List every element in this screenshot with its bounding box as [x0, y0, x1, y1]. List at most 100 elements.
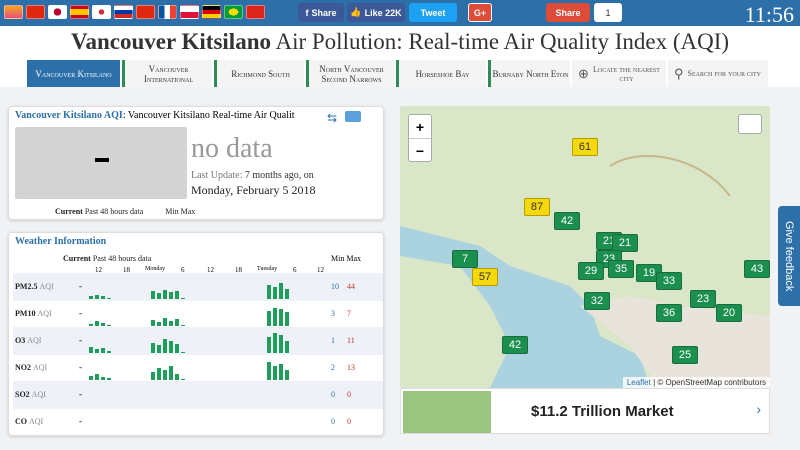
flag-icon[interactable] [158, 5, 177, 19]
flag-icon[interactable] [202, 5, 221, 19]
chart-bar [169, 341, 173, 353]
row-min: 3 [331, 309, 335, 318]
google-plus-button[interactable]: G+ [468, 3, 492, 22]
nav-tab-vancouver-international[interactable]: Vancouver International [122, 60, 212, 87]
zoom-out-button[interactable]: − [415, 143, 425, 159]
clock: 11:56 [744, 2, 794, 27]
ad-image [403, 391, 491, 433]
aqi-marker[interactable]: 57 [472, 268, 498, 286]
chart-bar [89, 324, 93, 326]
window-icon[interactable] [345, 111, 361, 122]
chart-bar [107, 351, 111, 353]
station-aqi-link[interactable]: Vancouver Kitsilano AQI [15, 110, 123, 121]
aqi-marker[interactable]: 43 [744, 260, 770, 278]
flag-icon[interactable] [136, 5, 155, 19]
feedback-button[interactable]: Give feedback [778, 206, 800, 306]
ad-text: $11.2 Trillion Market [531, 403, 674, 420]
advertisement[interactable]: $11.2 Trillion Market › [400, 388, 770, 434]
nav-tab-horseshoe-bay[interactable]: Horseshoe Bay [396, 60, 486, 87]
facebook-share-button[interactable]: f Share [298, 3, 344, 22]
facebook-like-button[interactable]: 👍 Like 22K [347, 3, 405, 22]
chart-bar [163, 370, 167, 380]
aqi-marker[interactable]: 87 [524, 198, 550, 216]
chart-bar [89, 296, 93, 299]
weather-header: Current Past 48 hours data [63, 254, 152, 263]
flag-icon[interactable] [26, 5, 45, 19]
weather-rows: PM2.5 AQI -10 44 PM10 AQI -3 7 O3 AQI -1 11 NO2 A… [13, 273, 383, 437]
aqi-marker[interactable]: 35 [608, 260, 634, 278]
aqi-marker[interactable]: 23 [690, 290, 716, 308]
update-date: Monday, February 5 2018 [191, 183, 316, 197]
flag-icon[interactable] [246, 5, 265, 19]
chart-bar [107, 378, 111, 380]
chart-bar [107, 298, 111, 299]
search-city-button[interactable]: ⚲ Search for your city [668, 60, 768, 87]
aqi-marker[interactable]: 20 [716, 304, 742, 322]
flag-icon[interactable] [180, 5, 199, 19]
nav-tab-vancouver-kitsilano[interactable]: Vancouver Kitsilano [24, 60, 120, 87]
chart-bar [107, 325, 111, 326]
nav-tab-richmond-south[interactable]: Richmond South [214, 60, 304, 87]
chart-bar [89, 376, 93, 380]
chart-bar [157, 293, 161, 299]
flag-icon[interactable] [92, 5, 111, 19]
flag-icon[interactable] [224, 5, 243, 19]
weather-row-pm2.5: PM2.5 AQI - 10 44 [13, 273, 383, 301]
row-chart [89, 385, 325, 407]
leaflet-link[interactable]: Leaflet [626, 378, 651, 387]
chart-bar [163, 318, 167, 326]
row-min: 2 [331, 363, 335, 372]
flag-icon[interactable] [48, 5, 67, 19]
layers-icon[interactable] [738, 114, 762, 134]
chart-bar [267, 337, 271, 353]
chart-bar [273, 287, 277, 299]
row-min: 0 [331, 390, 335, 399]
aqi-marker[interactable]: 32 [584, 292, 610, 310]
chart-bar [267, 362, 271, 380]
chart-bar [95, 295, 99, 299]
chart-bar [151, 320, 155, 326]
station-nav: Vancouver Kitsilano Vancouver Internatio… [0, 60, 800, 87]
chart-bar [273, 308, 277, 326]
flag-icon[interactable] [70, 5, 89, 19]
share-icon[interactable]: ⇆ [327, 111, 338, 125]
locate-button[interactable]: ⊕ Locate the nearest city [572, 60, 666, 87]
time-axis: 12 18 Monday 6 12 18 Tuesday 6 12 [95, 266, 324, 274]
aqi-marker[interactable]: 7 [452, 250, 478, 268]
row-max: 44 [347, 282, 355, 291]
aqi-panel: Vancouver Kitsilano AQI: Vancouver Kitsi… [8, 106, 384, 220]
share-count: 1 [594, 3, 622, 22]
chart-bar [95, 349, 99, 353]
aqi-marker[interactable]: 29 [578, 262, 604, 280]
row-chart [89, 277, 325, 299]
aqi-marker[interactable]: 36 [656, 304, 682, 322]
row-chart [89, 331, 325, 353]
share-button[interactable]: Share [546, 3, 590, 22]
chevron-right-icon[interactable]: › [756, 401, 761, 417]
weather-row-no2: NO2 AQI - 2 13 [13, 354, 383, 382]
chart-bar [101, 348, 105, 353]
aqi-marker[interactable]: 33 [656, 272, 682, 290]
row-current: - [79, 389, 82, 399]
aqi-value [95, 158, 109, 162]
chart-bar [279, 364, 283, 380]
aqi-marker[interactable]: 42 [554, 212, 580, 230]
nav-tab-north-vancouver[interactable]: North Vancouver Second Narrows [306, 60, 394, 87]
aqi-marker[interactable]: 61 [572, 138, 598, 156]
aqi-marker[interactable]: 21 [612, 234, 638, 252]
flag-icon[interactable] [114, 5, 133, 19]
chart-bar [169, 321, 173, 326]
zoom-in-button[interactable]: + [409, 115, 431, 139]
aqi-marker[interactable]: 42 [502, 336, 528, 354]
weather-row-pm10: PM10 AQI - 3 7 [13, 300, 383, 328]
flag-icon[interactable] [4, 5, 23, 19]
chart-bar [181, 352, 185, 353]
row-label: PM2.5 AQI [15, 282, 54, 291]
row-max: 0 [347, 417, 351, 426]
aqi-marker[interactable]: 19 [636, 264, 662, 282]
nav-tab-burnaby-north[interactable]: Burnaby North Eton [488, 60, 570, 87]
aqi-value-box [15, 127, 187, 199]
aqi-marker[interactable]: 25 [672, 346, 698, 364]
map-view[interactable]: + − 61 87 42 7 57 21 21 23 29 35 19 33 32 43 23 36 20 42 2… [400, 106, 770, 388]
tweet-button[interactable]: Tweet [409, 3, 457, 22]
